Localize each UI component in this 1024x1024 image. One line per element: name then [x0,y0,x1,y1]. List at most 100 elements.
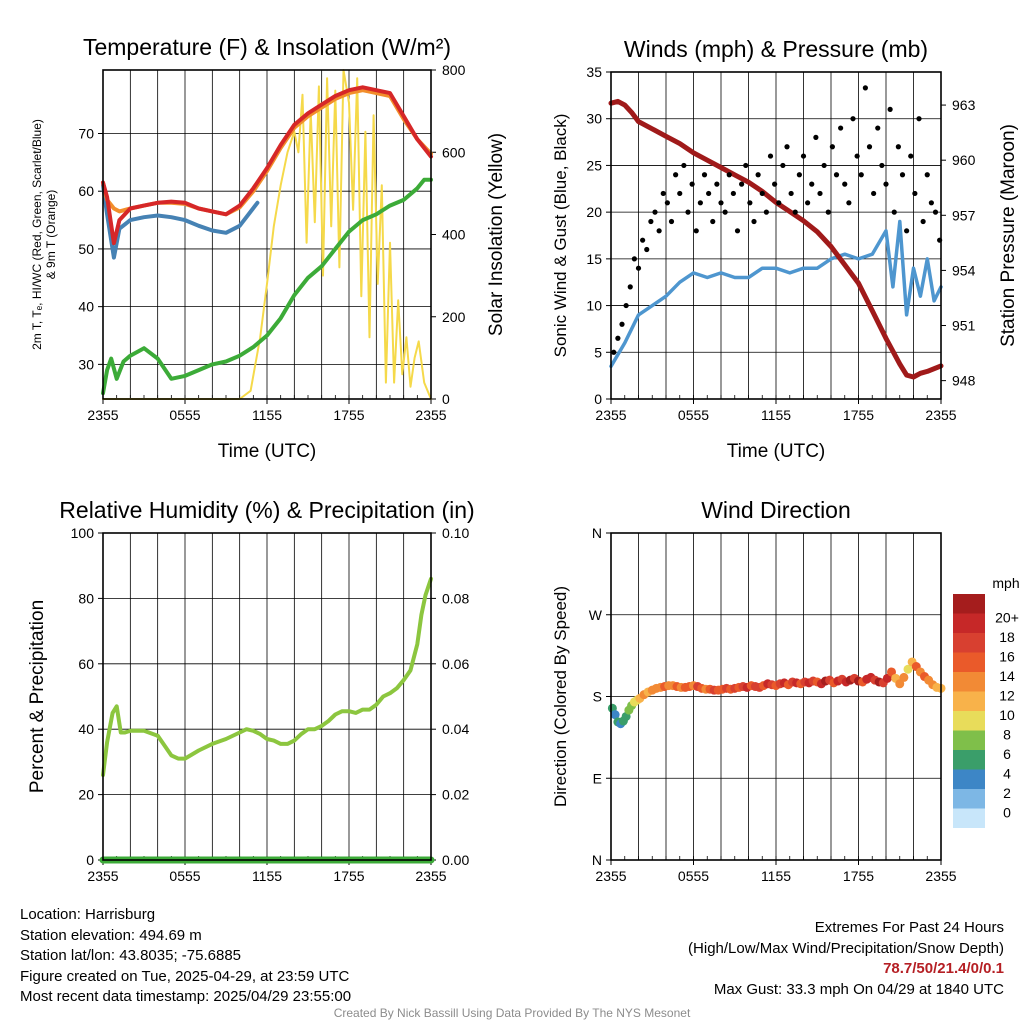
x-tick-label: 1155 [252,868,282,884]
gust-point [685,209,691,215]
gust-point [879,162,885,169]
chart-title: Winds (mph) & Pressure (mb) [624,36,928,62]
y2-tick-label: 600 [442,144,466,160]
colorbar-label: 8 [1003,727,1011,743]
colorbar-swatch [953,594,985,614]
x-tick-label: 0555 [678,407,709,423]
y-axis-label-left: Percent & Precipitation [27,600,48,793]
gust-point [627,284,633,290]
gust-point [895,144,901,150]
colorbar-swatch [953,711,985,731]
y-tick-label: N [592,852,602,868]
gust-point [668,218,675,225]
gust-point [759,190,765,197]
x-tick-label: 1155 [252,407,282,423]
y2-tick-label: 951 [952,318,976,334]
gust-point [747,200,753,206]
gust-point [829,144,835,150]
sonic-wind-line [609,219,943,369]
gust-point [780,162,786,169]
gust-point [730,190,736,197]
gust-point [858,172,864,178]
x-tick-label: 1755 [333,407,364,423]
gust-point [904,228,910,234]
y-tick-label: N [592,525,602,541]
gust-point [833,172,840,178]
y-axis-label-right: Solar Insolation (Yellow) [486,133,507,336]
x-tick-label: 1155 [761,868,791,884]
gust-point [891,209,897,215]
gust-point [846,200,852,206]
x-tick-label: 1755 [333,868,364,884]
plot-frame [102,69,432,400]
y-tick-label: 0 [86,852,94,868]
gust-point [928,200,934,206]
gust-point [875,125,881,131]
station-location: Location: Harrisburg [20,906,156,923]
y-tick-label: 0 [594,391,602,407]
gust-point [656,228,662,234]
y-tick-label: 15 [586,251,602,267]
colorbar-swatch [953,633,985,653]
y2-tick-label: 954 [952,262,976,278]
gust-point [623,302,629,309]
gust-point [871,190,877,197]
colorbar-label: 2 [1003,785,1011,801]
y-tick-label: 40 [78,721,94,737]
y2-tick-label: 800 [442,62,466,78]
gust-point [772,181,778,187]
gust-point [611,349,617,355]
x-tick-label: 2355 [87,868,118,884]
colorbar-title: mph [992,575,1019,591]
dewpoint-line [101,177,433,396]
y2-tick-label: 948 [952,373,976,389]
chart-title: Temperature (F) & Insolation (W/m²) [83,34,451,60]
gust-point [854,153,860,159]
y-tick-label: 10 [586,298,602,314]
colorbar-swatch [953,750,985,770]
y-axis-label-left: Direction (Colored By Speed) [551,586,570,807]
gust-point [734,228,741,234]
y2-tick-label: 957 [952,207,976,223]
gust-point [619,321,625,327]
chart-title: Wind Direction [701,497,851,523]
gust-point [850,116,856,122]
gust-point [908,153,914,159]
gust-point [635,265,642,271]
x-tick-label: 1755 [843,868,874,884]
credit-line: Created By Nick Bassill Using Data Provi… [333,1006,691,1020]
y2-tick-label: 0.06 [442,656,469,672]
gust-point [722,209,728,215]
extremes-subtitle: (High/Low/Max Wind/Precipitation/Snow De… [688,939,1004,957]
y-tick-label: 60 [78,183,94,199]
gust-point [677,190,683,197]
gust-point [796,172,802,178]
direction-point [887,667,896,677]
y2-tick-label: 0.04 [442,721,469,737]
gust-point [776,200,782,206]
y-tick-label: 100 [71,525,95,541]
x-tick-label: 1155 [761,407,791,423]
y-tick-label: 60 [78,656,94,672]
x-tick-label: 2355 [925,868,956,884]
x-tick-label: 2355 [415,407,446,423]
y-tick-label: W [589,607,603,623]
winds-pressure-chart: 0 5 10 15 20 25 30 35 2355 0555 1155 1755 2355 948 951… [551,36,1019,462]
gust-point [615,335,621,341]
y2-tick-label: 400 [442,227,466,243]
x-axis-label: Time (UTC) [218,441,317,462]
gust-point [743,162,749,169]
colorbar-swatch [953,769,985,789]
y-tick-label: 35 [586,64,602,80]
direction-point [610,710,620,720]
y-tick-label: S [593,689,602,705]
wind-speed-colorbar: mph 20+ 18 16 14 12 10 8 6 4 2 0 [953,575,1020,828]
gust-point [640,237,646,243]
y2-tick-label: 0 [442,391,450,407]
gust-point [718,200,724,206]
gust-point [706,190,712,197]
colorbar-swatch [953,672,985,692]
gust-point [755,172,761,178]
gust-point [912,190,918,197]
